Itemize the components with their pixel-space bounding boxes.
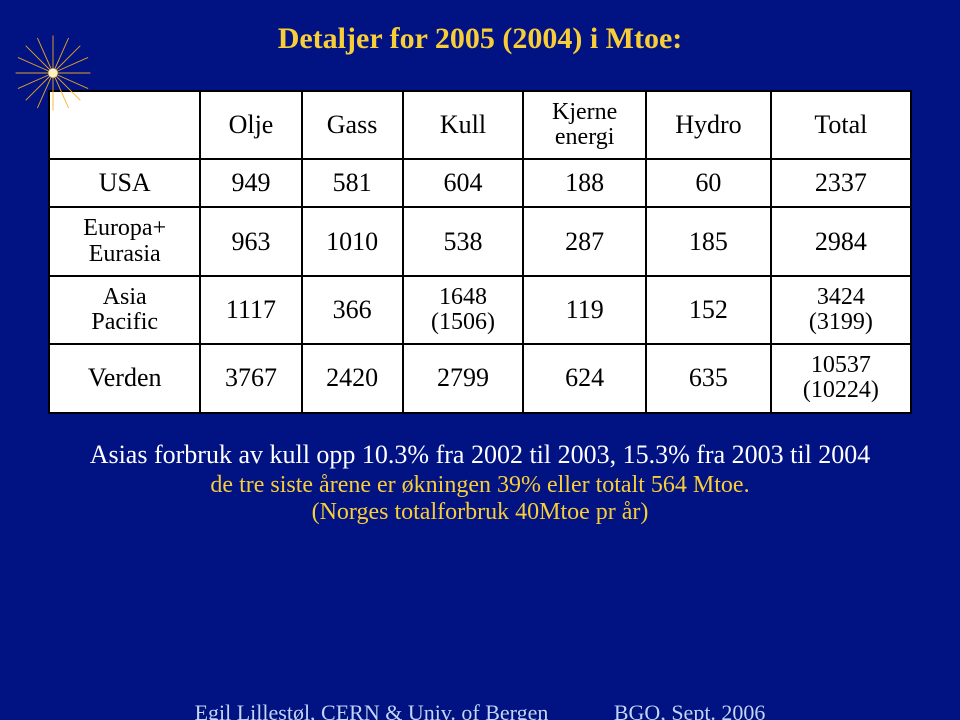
cell: 152 — [646, 276, 771, 344]
note-asia-kull: Asias forbruk av kull opp 10.3% fra 2002… — [64, 440, 896, 470]
footer: Egil Lillestøl, CERN & Univ. of Bergen B… — [0, 700, 960, 720]
header-olje: Olje — [200, 91, 301, 159]
header-gass: Gass — [302, 91, 403, 159]
cell: 366 — [302, 276, 403, 344]
cell: 188 — [523, 159, 646, 207]
table-row: Asia Pacific 1117 366 1648 (1506) 119 15… — [49, 276, 911, 344]
cell: 185 — [646, 207, 771, 275]
notes-block: Asias forbruk av kull opp 10.3% fra 2002… — [64, 440, 896, 526]
row-label-europa-eurasia: Europa+ Eurasia — [49, 207, 200, 275]
row-label-asia-pacific: Asia Pacific — [49, 276, 200, 344]
cell: 119 — [523, 276, 646, 344]
row-label-verden: Verden — [49, 344, 200, 412]
page-title: Detaljer for 2005 (2004) i Mtoe: — [0, 22, 960, 56]
cell: 538 — [403, 207, 524, 275]
cell: 1010 — [302, 207, 403, 275]
footer-author: Egil Lillestøl, CERN & Univ. of Bergen — [195, 700, 549, 720]
row-label-usa: USA — [49, 159, 200, 207]
cell: 10537 (10224) — [771, 344, 911, 412]
header-kull: Kull — [403, 91, 524, 159]
cell: 2420 — [302, 344, 403, 412]
starburst-icon — [14, 34, 92, 112]
header-kjerne-energi: Kjerne energi — [523, 91, 646, 159]
note-norway: (Norges totalforbruk 40Mtoe pr år) — [64, 499, 896, 526]
cell: 2799 — [403, 344, 524, 412]
cell: 624 — [523, 344, 646, 412]
cell: 581 — [302, 159, 403, 207]
cell: 60 — [646, 159, 771, 207]
cell: 949 — [200, 159, 301, 207]
cell: 287 — [523, 207, 646, 275]
footer-place-date: BGO, Sept. 2006 — [614, 700, 766, 720]
cell: 2984 — [771, 207, 911, 275]
cell: 2337 — [771, 159, 911, 207]
table-row: Europa+ Eurasia 963 1010 538 287 185 298… — [49, 207, 911, 275]
cell: 604 — [403, 159, 524, 207]
data-table: Olje Gass Kull Kjerne energi Hydro Total… — [48, 90, 912, 414]
cell: 635 — [646, 344, 771, 412]
cell: 1648 (1506) — [403, 276, 524, 344]
table-row: Verden 3767 2420 2799 624 635 10537 (102… — [49, 344, 911, 412]
header-hydro: Hydro — [646, 91, 771, 159]
cell: 3424 (3199) — [771, 276, 911, 344]
cell: 963 — [200, 207, 301, 275]
cell: 3767 — [200, 344, 301, 412]
table-header-row: Olje Gass Kull Kjerne energi Hydro Total — [49, 91, 911, 159]
cell: 1117 — [200, 276, 301, 344]
note-three-years: de tre siste årene er økningen 39% eller… — [64, 472, 896, 499]
header-total: Total — [771, 91, 911, 159]
table-row: USA 949 581 604 188 60 2337 — [49, 159, 911, 207]
